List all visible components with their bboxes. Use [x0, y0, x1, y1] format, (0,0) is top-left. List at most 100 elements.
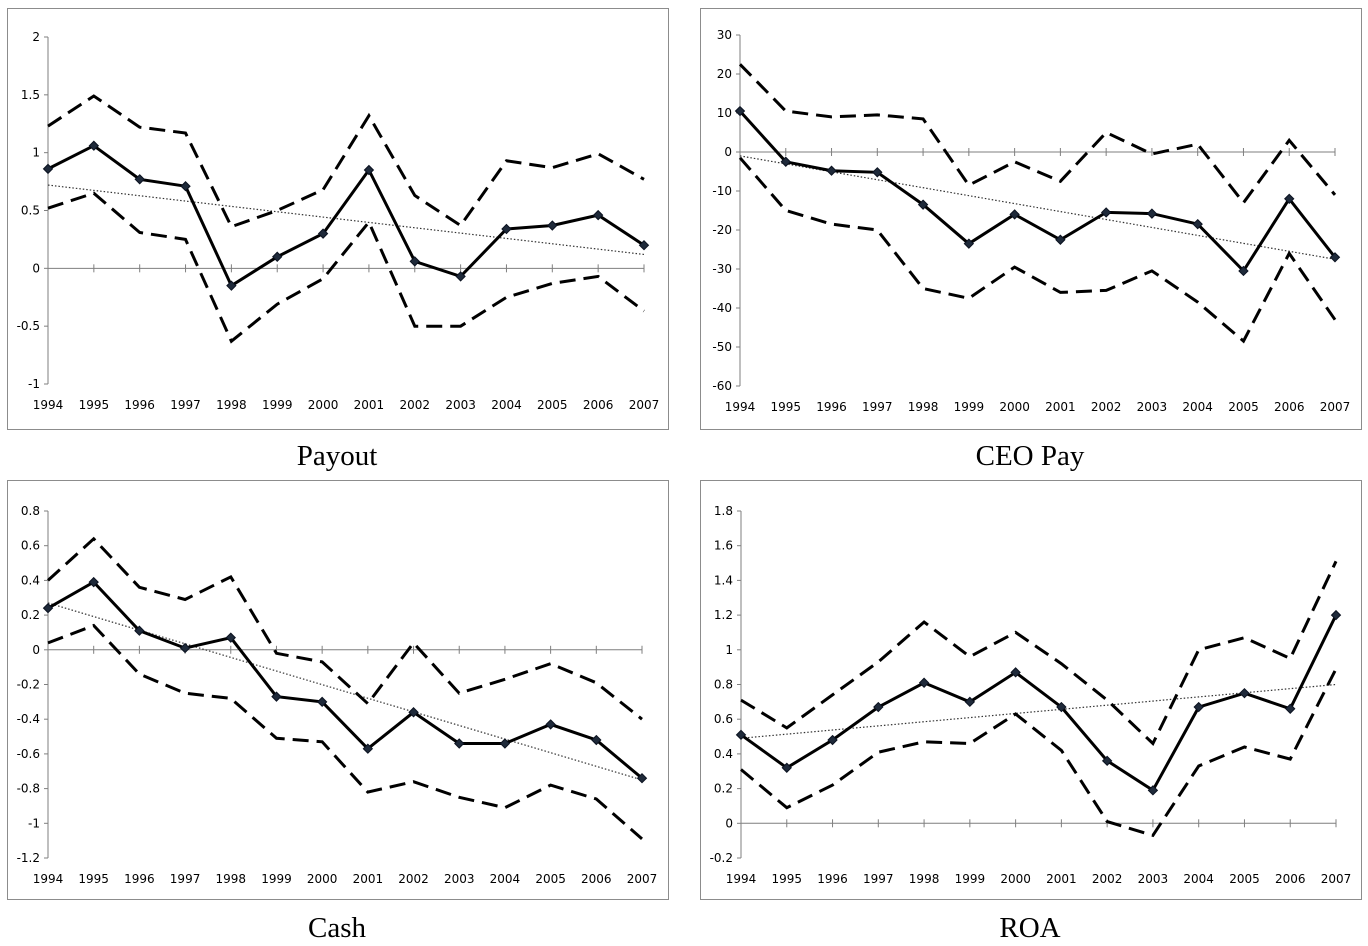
y-tick-label: 20	[717, 67, 732, 81]
data-point-marker	[638, 239, 650, 251]
data-point-marker	[409, 256, 420, 267]
data-point-marker	[180, 181, 191, 192]
data-point-marker	[317, 228, 329, 239]
data-point-marker	[963, 238, 975, 249]
y-tick-label: 1.2	[714, 608, 733, 622]
lower-bound-line	[738, 156, 1337, 344]
x-tick-label: 2000	[1000, 872, 1031, 886]
x-tick-label: 2003	[1137, 400, 1168, 414]
trend-line	[47, 184, 645, 256]
x-tick-label: 2007	[1320, 400, 1351, 414]
y-tick-label: 0	[32, 261, 40, 275]
ceo-pay-chart: 30 20 10 0 -10 -20 -30 -40 -50 -60 1994 1995 1996 199…	[712, 28, 1351, 414]
x-tick-label: 2000	[999, 400, 1030, 414]
data-point-marker	[226, 280, 237, 291]
upper-bound-line	[47, 94, 645, 229]
data-point-marker	[547, 220, 558, 231]
data-point-marker	[827, 734, 838, 746]
x-tick-label: 1998	[909, 872, 940, 886]
upper-bound-line	[46, 536, 643, 721]
x-tick-label: 1997	[170, 398, 201, 412]
y-tick-label: 0.8	[714, 678, 733, 692]
roa-chart: 1.8 1.6 1.4 1.2 1 0.8 0.6 0.4 0.2 0 -0.2 1994 1995 19…	[710, 504, 1352, 886]
lower-bound-line	[740, 668, 1338, 838]
data-point-marker	[591, 734, 602, 746]
chart-caption: CEO Pay	[975, 440, 1085, 472]
data-point-marker	[735, 729, 747, 741]
x-tick-label: 2002	[1091, 400, 1122, 414]
x-tick-label: 1999	[954, 400, 985, 414]
payout-chart: 2 1.5 1 0.5 0 -0.5 -1 1994 1995 1996 1997 1998 1999 2…	[17, 30, 660, 412]
data-point-marker	[1284, 193, 1295, 205]
x-tick-label: 1996	[124, 872, 155, 886]
x-tick-label: 1999	[955, 872, 986, 886]
estimate-line	[47, 143, 645, 288]
y-tick-label: -50	[712, 340, 732, 354]
x-tick-label: 1995	[771, 872, 802, 886]
chart-caption: Payout	[296, 440, 378, 472]
y-tick-label: 0.4	[21, 573, 40, 587]
chart-frame: 30 20 10 0 -10 -20 -30 -40 -50 -60 1994 1995 1996 199…	[700, 8, 1362, 430]
estimate-line	[738, 110, 1337, 274]
data-point-marker	[134, 174, 145, 185]
x-tick-label: 2004	[491, 398, 522, 412]
x-tick-label: 1996	[816, 400, 847, 414]
data-point-marker	[1100, 207, 1112, 218]
data-point-marker	[1055, 234, 1066, 245]
y-tick-label: -0.6	[17, 747, 40, 761]
y-tick-label: 1	[32, 146, 40, 160]
x-tick-label: 2000	[307, 872, 338, 886]
x-tick-label: 1994	[725, 400, 756, 414]
y-tick-label: 1.6	[714, 539, 733, 553]
x-tick-label: 2002	[398, 872, 429, 886]
y-tick-label: -60	[712, 379, 732, 393]
data-point-marker	[88, 140, 100, 151]
data-point-marker	[545, 719, 556, 730]
x-tick-label: 2003	[444, 872, 475, 886]
x-tick-label: 1999	[261, 872, 292, 886]
data-point-marker	[734, 105, 746, 117]
data-point-marker	[134, 625, 145, 636]
y-tick-label: 0.6	[714, 712, 733, 726]
x-tick-label: 2004	[490, 872, 521, 886]
data-point-marker	[316, 696, 328, 708]
data-point-marker	[964, 696, 976, 708]
x-tick-label: 1998	[216, 398, 247, 412]
data-point-marker	[88, 576, 99, 588]
y-tick-label: 0.8	[21, 504, 40, 518]
y-tick-label: 0	[725, 816, 733, 830]
data-point-marker	[454, 738, 465, 749]
y-tick-label: -1.2	[17, 851, 40, 865]
x-tick-label: 2001	[1045, 400, 1076, 414]
x-tick-label: 2007	[627, 872, 658, 886]
data-point-marker	[225, 632, 236, 643]
y-tick-label: -0.8	[17, 782, 40, 796]
cash-chart: 0.8 0.6 0.4 0.2 0 -0.2 -0.4 -0.6 -0.8 -1 -1.2 1994 1…	[17, 504, 658, 886]
data-point-marker	[499, 738, 511, 749]
data-point-marker	[1193, 701, 1204, 713]
data-point-marker	[917, 199, 929, 210]
trend-line	[739, 155, 1336, 260]
x-tick-label: 2001	[1046, 872, 1077, 886]
y-tick-label: 0.5	[21, 204, 40, 218]
data-point-marker	[1101, 755, 1113, 767]
data-point-marker	[592, 209, 604, 221]
y-tick-label: -0.2	[710, 851, 733, 865]
x-tick-label: 2007	[1321, 872, 1352, 886]
y-tick-label: -0.4	[17, 712, 40, 726]
data-point-marker	[636, 772, 648, 784]
x-tick-label: 1999	[262, 398, 293, 412]
x-tick-label: 2006	[583, 398, 614, 412]
x-tick-label: 2005	[1229, 872, 1260, 886]
y-tick-label: 1	[725, 643, 733, 657]
y-tick-label: -1	[28, 816, 40, 830]
x-tick-label: 2006	[1274, 400, 1305, 414]
x-tick-label: 1995	[79, 398, 110, 412]
x-tick-label: 2006	[581, 872, 612, 886]
data-point-marker	[1009, 209, 1020, 220]
data-point-marker	[1330, 609, 1342, 621]
data-point-marker	[42, 163, 54, 175]
y-tick-label: 0.2	[714, 782, 733, 796]
data-point-marker	[1146, 208, 1158, 219]
x-tick-label: 1996	[817, 872, 848, 886]
